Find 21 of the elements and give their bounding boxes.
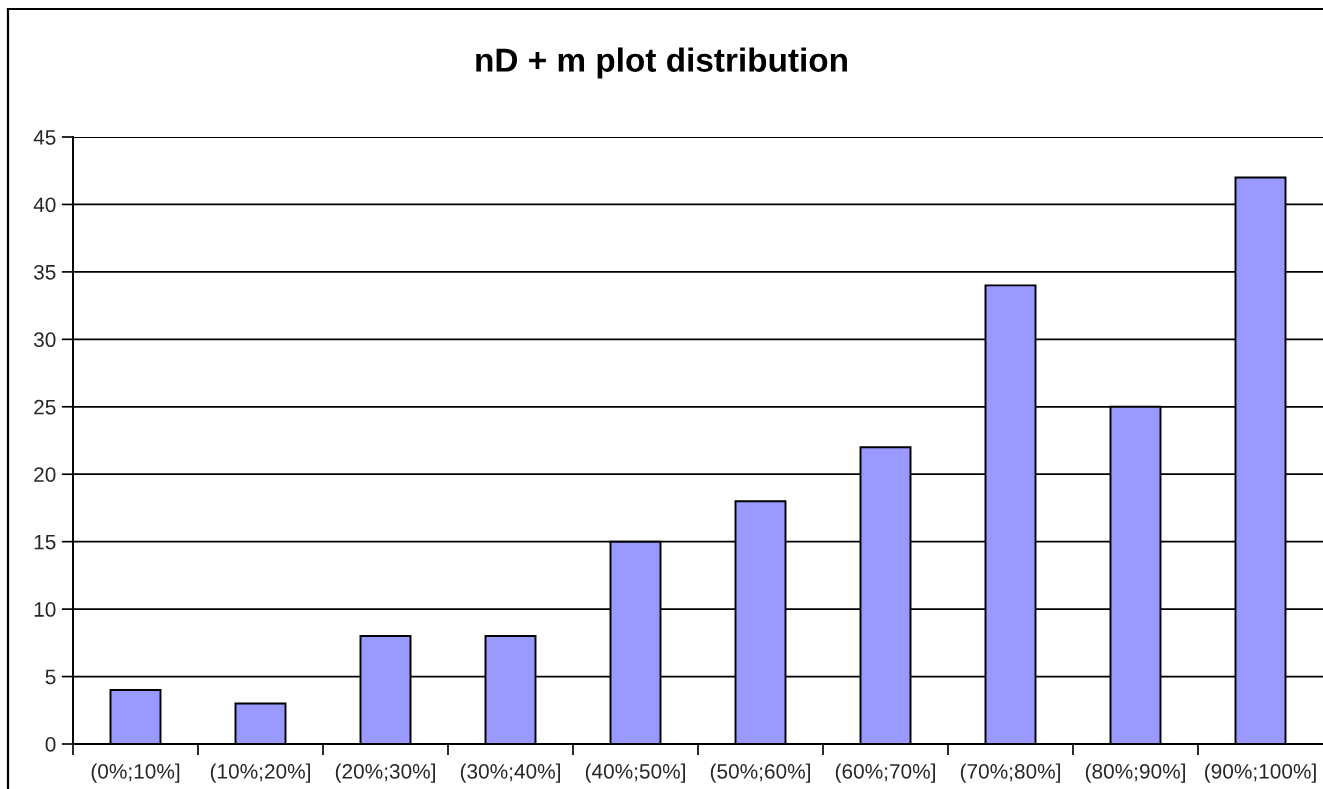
x-tick-label: (50%;60%]	[710, 763, 810, 783]
x-tick-label: (10%;20%]	[210, 763, 310, 783]
x-tick-label: (20%;30%]	[335, 763, 435, 783]
y-tick-label: 40	[33, 197, 56, 213]
x-tick-label: (90%;100%]	[1205, 763, 1316, 783]
y-tick-label: 45	[33, 130, 56, 145]
y-tick-label: 20	[34, 467, 56, 482]
x-tick-label: (40%;50%]	[585, 763, 685, 783]
x-tick-label: (80%;90%]	[1085, 763, 1185, 783]
chart-title: nD + m plot distribution	[476, 47, 847, 79]
x-tick-label: (60%;70%]	[835, 763, 935, 783]
x-tick-label: (0%;10%]	[91, 763, 180, 783]
y-tick-label: 30	[33, 332, 56, 348]
x-tick-label: (30%;40%]	[460, 763, 560, 783]
y-tick-label: 0	[45, 737, 56, 752]
x-tick-label: (70%;80%]	[960, 763, 1060, 783]
y-tick-label: 10	[34, 602, 56, 617]
y-tick-label: 25	[34, 399, 56, 415]
y-tick-label: 5	[45, 669, 56, 685]
y-tick-label: 35	[33, 264, 56, 280]
y-tick-label: 15	[34, 534, 56, 550]
